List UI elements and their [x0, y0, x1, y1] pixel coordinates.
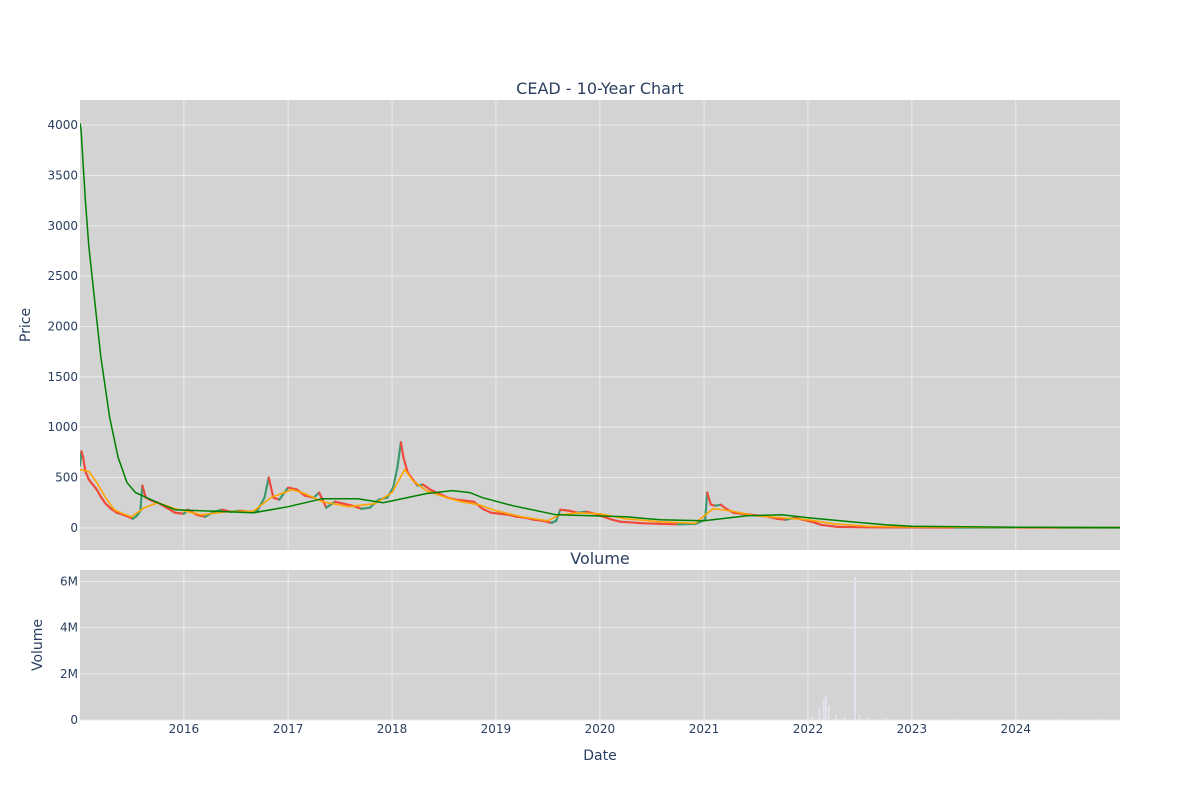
x-tick-label: 2017 [273, 722, 304, 736]
x-tick-label: 2016 [169, 722, 200, 736]
price-segment [643, 523, 660, 524]
x-axis-label: Date [583, 748, 616, 764]
volume-y-tick-label: 4M [60, 621, 78, 635]
price-y-tick-label: 1000 [47, 420, 78, 434]
price-y-tick-label: 1500 [47, 370, 78, 384]
x-tick-label: 2023 [897, 722, 928, 736]
volume-bar [911, 718, 913, 720]
date-x-ticks: 2016 2017 2018 2019 2020 2021 2022 2023 2024 [169, 722, 1031, 736]
price-y-tick-label: 2500 [47, 269, 78, 283]
price-chart-title: CEAD - 10-Year Chart [516, 79, 684, 98]
volume-bar [954, 719, 956, 720]
volume-bar [844, 717, 846, 720]
volume-bar [823, 699, 825, 720]
volume-bar [825, 696, 827, 720]
price-segment [465, 501, 474, 502]
price-y-tick-label: 0 [70, 521, 78, 535]
volume-y-tick-label: 6M [60, 575, 78, 589]
x-tick-label: 2024 [1001, 722, 1032, 736]
volume-y-ticks: 0 2M 4M 6M [60, 575, 78, 727]
volume-bar [818, 708, 820, 720]
price-segment [361, 508, 370, 509]
volume-y-tick-label: 2M [60, 667, 78, 681]
volume-bar [642, 719, 644, 720]
volume-bar [811, 717, 813, 720]
price-y-axis-label: Price [18, 308, 34, 342]
price-segment [560, 510, 569, 511]
volume-y-axis-label: Volume [30, 619, 46, 671]
volume-bar [400, 719, 402, 720]
volume-bar [122, 719, 124, 720]
volume-bar [1058, 719, 1060, 720]
volume-bar [885, 718, 887, 720]
volume-chart-title: Volume [570, 549, 630, 568]
volume-bar [712, 719, 714, 720]
x-tick-label: 2020 [585, 722, 616, 736]
volume-bar [828, 706, 830, 720]
volume-bar [1102, 718, 1104, 720]
price-y-ticks: 0 500 1000 1500 2000 2500 3000 3500 4000 [47, 118, 78, 535]
price-segment [829, 526, 838, 527]
x-tick-label: 2018 [377, 722, 408, 736]
price-segment [777, 519, 786, 520]
volume-bar [226, 719, 228, 720]
price-segment [630, 522, 643, 523]
price-segment [175, 513, 184, 514]
x-tick-label: 2019 [481, 722, 512, 736]
price-y-tick-label: 500 [55, 471, 78, 485]
price-segment [621, 522, 630, 523]
volume-bar [1015, 719, 1017, 720]
price-segment [491, 513, 500, 514]
x-tick-label: 2021 [689, 722, 720, 736]
volume-bar [859, 715, 861, 720]
volume-bar [867, 717, 869, 720]
price-segment [660, 524, 677, 525]
price-y-tick-label: 3000 [47, 219, 78, 233]
price-y-tick-label: 2000 [47, 320, 78, 334]
volume-bar [854, 577, 856, 720]
x-tick-label: 2022 [793, 722, 824, 736]
volume-y-tick-label: 0 [70, 713, 78, 727]
volume-bar [835, 715, 837, 720]
volume-bar [330, 719, 332, 720]
price-y-tick-label: 3500 [47, 169, 78, 183]
price-segment [821, 525, 829, 526]
volume-bar [538, 719, 540, 720]
price-y-tick-label: 4000 [47, 118, 78, 132]
